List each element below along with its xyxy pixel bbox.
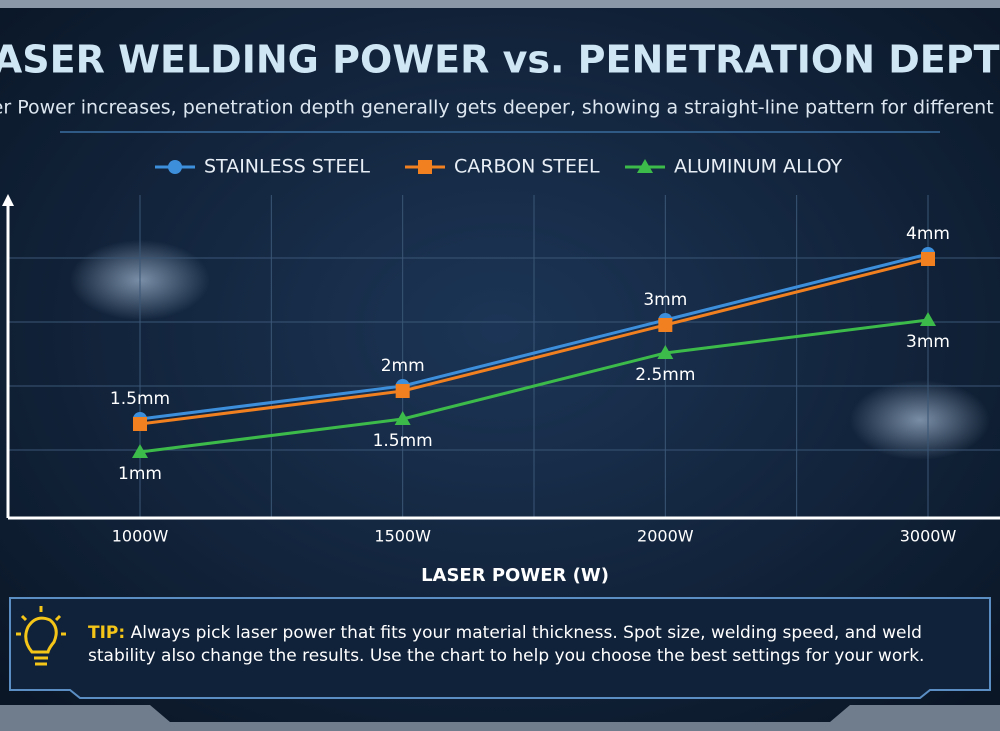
- legend-label: ALUMINUM ALLOY: [674, 156, 842, 178]
- data-point: [657, 345, 674, 359]
- x-axis-title: LASER POWER (W): [421, 565, 609, 586]
- light-flare: [850, 380, 990, 460]
- top-frame: [0, 0, 1000, 8]
- data-label: 1mm: [118, 464, 162, 484]
- data-point: [658, 318, 673, 332]
- data-point: [132, 444, 148, 458]
- data-point: [921, 252, 935, 266]
- y-axis-arrow: [2, 194, 14, 206]
- x-tick-label: 1000W: [112, 527, 169, 546]
- tip-box: [9, 597, 991, 699]
- chart-subtitle: ser Power increases, penetration depth g…: [0, 97, 1000, 119]
- data-label: 3mm: [906, 332, 950, 352]
- data-point: [395, 384, 410, 398]
- tip-label: TIP:: [88, 623, 125, 643]
- legend-marker: [637, 159, 653, 173]
- series-line: [139, 257, 929, 426]
- legend-marker: [418, 160, 432, 174]
- x-tick-label: 2000W: [637, 527, 694, 546]
- bulb-icon: [16, 606, 66, 666]
- data-label: 1.5mm: [110, 389, 170, 409]
- data-label: 3mm: [643, 290, 687, 310]
- data-point: [394, 411, 411, 425]
- legend-label: STAINLESS STEEL: [204, 156, 370, 178]
- data-label: 2mm: [381, 356, 425, 376]
- data-label: 1.5mm: [373, 431, 433, 451]
- data-label: 4mm: [906, 224, 950, 244]
- series-line: [139, 318, 929, 454]
- data-label: 2.5mm: [635, 365, 695, 385]
- bottom-frame: [0, 705, 1000, 731]
- tip-text: Always pick laser power that fits your m…: [131, 623, 922, 643]
- x-tick-label: 3000W: [900, 527, 957, 546]
- data-point: [920, 312, 936, 326]
- legend-label: CARBON STEEL: [454, 156, 600, 178]
- chart-title: LASER WELDING POWER vs. PENETRATION DEPT…: [0, 38, 1000, 82]
- plot-area: 1.5mm 2mm 3mm 4mm 1mm 1.5mm 2.5mm 3mm: [110, 224, 950, 484]
- tip-text: stability also change the results. Use t…: [88, 646, 924, 666]
- x-tick-label: 1500W: [374, 527, 431, 546]
- tip-line: TIP: Always pick laser power that fits y…: [88, 623, 922, 643]
- legend-marker: [168, 160, 182, 174]
- data-point: [133, 417, 147, 431]
- series-line: [139, 252, 929, 421]
